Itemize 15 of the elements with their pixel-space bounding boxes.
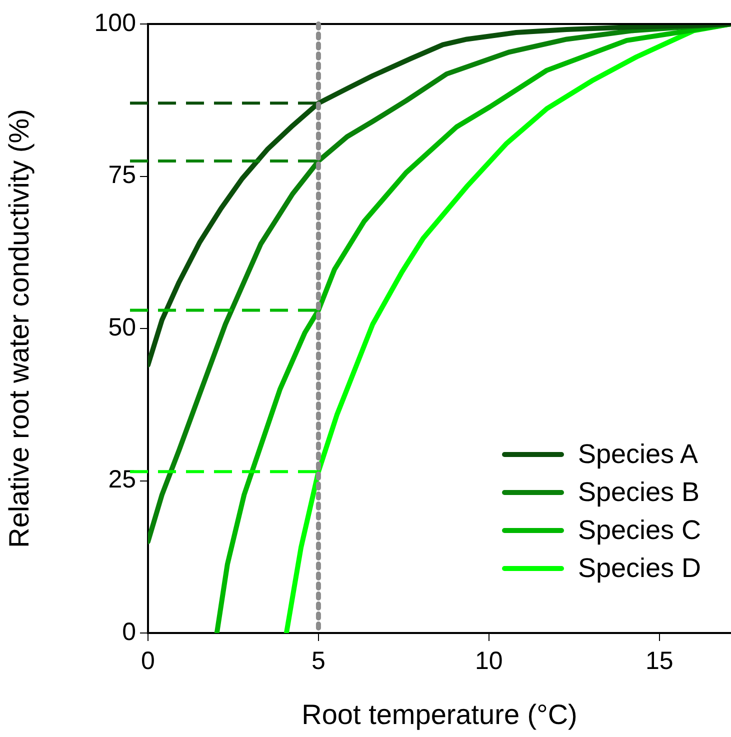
x-tick-label: 15 bbox=[645, 646, 674, 675]
y-tick-label: 0 bbox=[122, 618, 136, 646]
legend-label: Species A bbox=[578, 438, 698, 470]
legend-label: Species C bbox=[578, 514, 701, 546]
x-tick-label: 10 bbox=[475, 646, 503, 675]
x-axis-title: Root temperature (°C) bbox=[302, 698, 578, 730]
y-tick-label: 100 bbox=[94, 8, 136, 37]
y-axis-title: Relative root water conductivity (%) bbox=[4, 109, 35, 548]
x-tick-label: 5 bbox=[312, 646, 326, 675]
y-tick-label: 25 bbox=[108, 466, 136, 494]
x-tick-label: 0 bbox=[141, 646, 155, 675]
legend-label: Species D bbox=[578, 552, 701, 584]
y-tick-label: 75 bbox=[108, 161, 136, 190]
legend-label: Species B bbox=[578, 476, 700, 508]
y-tick-label: 50 bbox=[108, 313, 136, 342]
